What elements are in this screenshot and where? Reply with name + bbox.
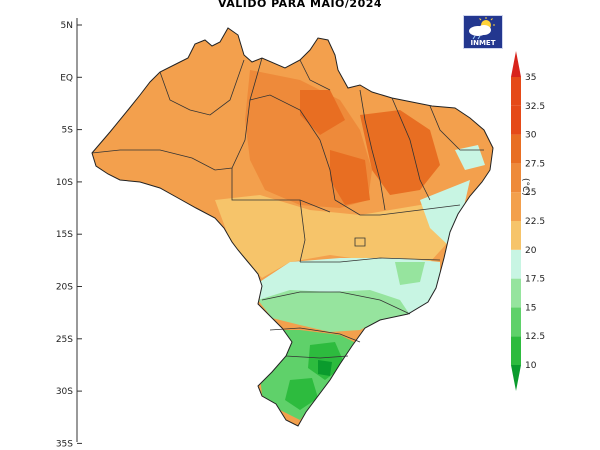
boundary-mato-grosso-north [231, 168, 331, 213]
legend-level-label: 25 [525, 188, 536, 198]
legend-swatch [511, 307, 521, 337]
legend-swatch [511, 192, 521, 221]
legend-swatch [511, 221, 521, 250]
map-title: VALIDO PARA MAIO/2024 [217, 0, 383, 10]
legend-swatch [511, 105, 521, 135]
legend-level-label: 20 [525, 246, 537, 256]
boundary-minas [300, 257, 441, 263]
latitude-label: 5N [61, 21, 73, 31]
boundary-roraima [159, 59, 245, 116]
latitude-label: 35S [56, 439, 73, 449]
boundary-goias [334, 199, 380, 216]
legend-level-label: 10 [525, 361, 537, 371]
temperature-field [91, 27, 494, 427]
latitude-label: 5S [62, 126, 74, 136]
legend-swatch [511, 134, 521, 164]
color-legend: 10 12.5 15 17.5 20 22.5 25 27.5 30 32.5 35 [511, 51, 545, 391]
mild-zone-central-west [215, 195, 460, 278]
boundary-ceara [429, 105, 484, 151]
fresh-zone-minas [395, 262, 425, 285]
hot-zone-northeast [360, 110, 440, 195]
latitude-label: 30S [56, 387, 73, 397]
fresh-zone-sao-paulo [258, 290, 410, 332]
boundary-piaui [391, 97, 431, 201]
boundary-para [249, 94, 336, 201]
legend-arrow-low [511, 365, 521, 391]
legend-unit: (°C) [520, 178, 530, 196]
legend-arrow-high [511, 51, 521, 77]
legend-level-label: 12.5 [525, 332, 545, 342]
boundary-sp [261, 291, 411, 315]
boundary-bahia [379, 204, 461, 216]
state-boundaries [91, 57, 484, 359]
boundary-amapa [299, 59, 331, 91]
cool-zone-pernambuco [455, 145, 485, 170]
boundary-amazonas [91, 57, 263, 171]
coldest-zone-serra [318, 360, 332, 376]
logo-text: INMET [470, 39, 496, 47]
legend-level-label: 30 [525, 131, 537, 141]
legend-level-label: 27.5 [525, 159, 545, 169]
boundary-parana [269, 327, 361, 343]
latitude-label: EQ [60, 73, 73, 83]
latitude-label: 25S [56, 335, 73, 345]
boundary-df [354, 237, 366, 247]
latitude-label: 20S [56, 283, 73, 293]
legend-level-label: 22.5 [525, 217, 545, 227]
legend-swatch [511, 249, 521, 279]
hot-zone-tocantins [330, 150, 370, 205]
latitude-label: 10S [56, 178, 73, 188]
colder-zone-rs [285, 378, 318, 410]
cool-zone-bahia [420, 180, 470, 245]
legend-swatch [511, 163, 521, 193]
hot-zone-para [300, 90, 345, 135]
legend-level-label: 15 [525, 303, 536, 313]
latitude-label: 15S [56, 230, 73, 240]
legend-level-label: 35 [525, 73, 536, 83]
sun-cloud-icon [469, 17, 495, 40]
boundary-sc [285, 355, 349, 359]
legend-level-label: 32.5 [525, 102, 545, 112]
boundary-ms [299, 199, 306, 263]
legend-swatch [511, 77, 521, 106]
legend-swatch [511, 336, 521, 365]
legend-swatch [511, 278, 521, 308]
brazil-outline [91, 27, 494, 427]
legend-level-label: 17.5 [525, 275, 545, 285]
boundary-maranhao [359, 89, 386, 211]
inmet-logo: INMET [463, 15, 503, 49]
latitude-axis: 5N EQ 5S 10S 15S 20S 25S 30S 35S [56, 18, 82, 449]
